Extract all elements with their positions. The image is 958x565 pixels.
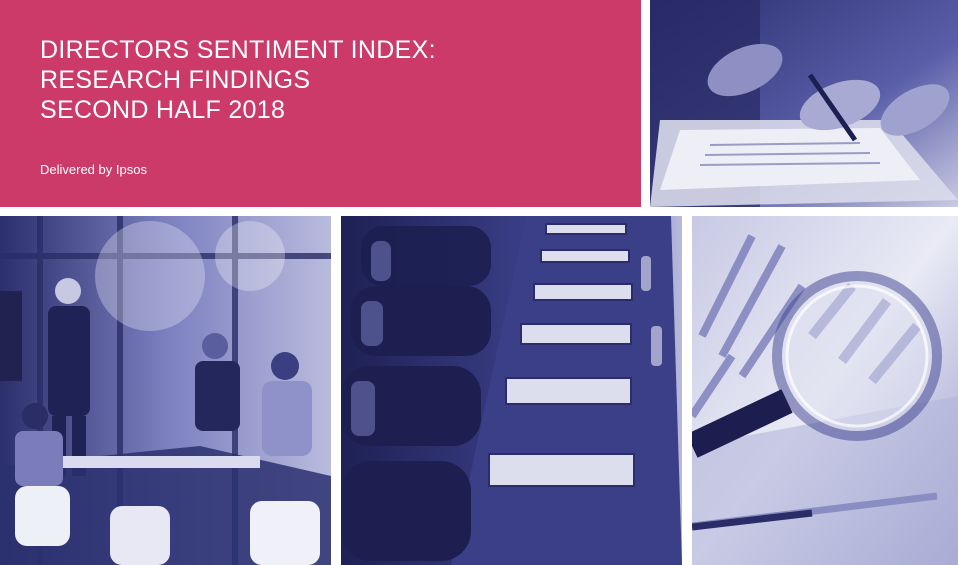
empty-boardroom-photo	[341, 216, 682, 565]
report-subtitle: Delivered by Ipsos	[40, 162, 147, 177]
magnifying-glass-charts-photo	[692, 216, 958, 565]
signing-document-photo	[650, 0, 958, 207]
boardroom-presentation-photo	[0, 216, 331, 565]
title-line-1: DIRECTORS SENTIMENT INDEX:	[40, 36, 436, 64]
report-title: DIRECTORS SENTIMENT INDEX: RESEARCH FIND…	[40, 35, 436, 125]
title-line-3: SECOND HALF 2018	[40, 96, 286, 124]
title-panel: DIRECTORS SENTIMENT INDEX: RESEARCH FIND…	[0, 0, 641, 207]
title-line-2: RESEARCH FINDINGS	[40, 66, 311, 94]
